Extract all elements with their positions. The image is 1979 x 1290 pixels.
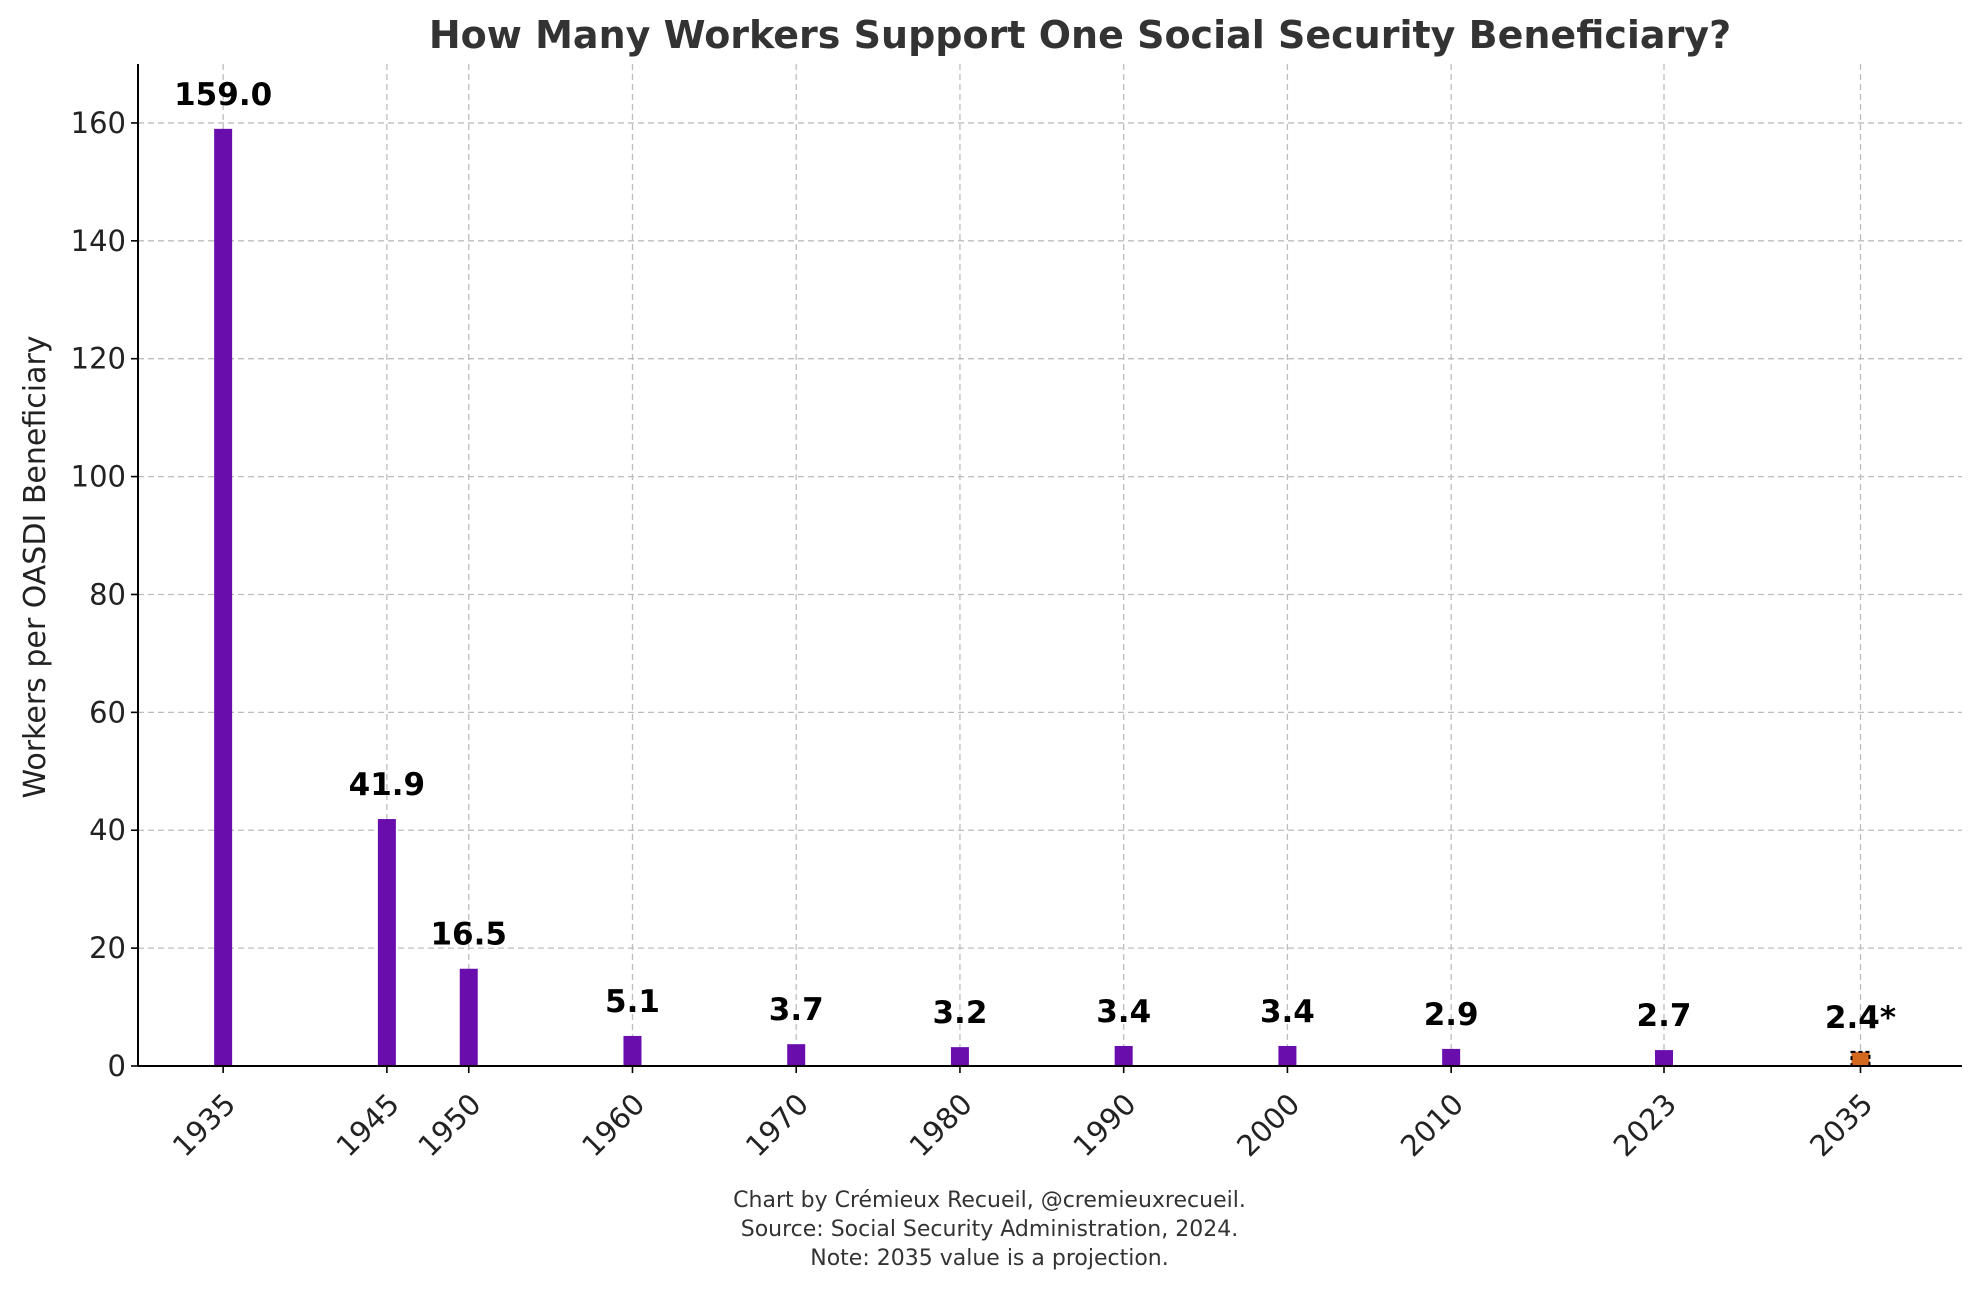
data-label-1960: 5.1 — [605, 984, 660, 1020]
y-tick-label: 20 — [89, 931, 126, 965]
x-tick-label: 2010 — [1394, 1087, 1470, 1163]
x-tick-label: 2000 — [1230, 1087, 1306, 1163]
x-tick-label: 1950 — [411, 1087, 487, 1163]
bar-2035 — [1850, 1050, 1871, 1068]
x-tick-label: 1970 — [739, 1087, 815, 1163]
caption-source: Source: Social Security Administration, … — [740, 1217, 1239, 1242]
y-axis-label: Workers per OASDI Beneficiary — [18, 335, 53, 798]
x-tick-label: 2023 — [1607, 1087, 1683, 1163]
bar-1935 — [214, 128, 233, 1066]
x-tick-label: 1980 — [903, 1087, 979, 1163]
x-tick-label: 1960 — [575, 1087, 651, 1163]
bar-1960 — [623, 1035, 642, 1066]
x-tick-label: 1935 — [166, 1087, 242, 1163]
bar-1945 — [377, 819, 396, 1066]
y-tick-label: 0 — [108, 1049, 126, 1083]
bar-2023 — [1655, 1050, 1674, 1066]
chart-title: How Many Workers Support One Social Secu… — [429, 13, 1731, 57]
data-label-2000: 3.4 — [1260, 994, 1315, 1030]
x-tick-label: 1990 — [1066, 1087, 1142, 1163]
data-label-2035: 2.4* — [1825, 1000, 1896, 1036]
bar-2000 — [1278, 1045, 1297, 1066]
data-label-1970: 3.7 — [769, 992, 824, 1028]
x-tick-label: 2035 — [1803, 1087, 1879, 1163]
caption-credit: Chart by Crémieux Recueil, @cremieuxrecu… — [733, 1188, 1246, 1213]
y-tick-label: 80 — [89, 577, 126, 611]
caption: Chart by Crémieux Recueil, @cremieuxrecu… — [0, 1186, 1979, 1273]
grid — [138, 64, 1962, 1067]
bar-2010 — [1442, 1048, 1461, 1066]
caption-note: Note: 2035 value is a projection. — [810, 1246, 1169, 1271]
y-tick-label: 100 — [71, 460, 126, 494]
x-tick-label: 1945 — [330, 1087, 406, 1163]
x-tick-labels: 1935 1945 1950 1960 1970 1980 1990 2000 2010 2023… — [166, 1087, 1880, 1163]
bars — [214, 128, 1871, 1068]
data-label-1950: 16.5 — [430, 917, 507, 953]
axes — [131, 64, 1962, 1073]
data-labels: 159.0 41.9 16.5 5.1 3.7 3.2 3.4 3.4 2.9 2.7 2.4* — [174, 77, 1896, 1036]
data-label-2010: 2.9 — [1424, 997, 1479, 1033]
y-tick-labels: 0 20 40 60 80 100 120 140 160 — [71, 106, 126, 1083]
data-label-1990: 3.4 — [1096, 994, 1151, 1030]
y-tick-label: 160 — [71, 106, 126, 140]
bar-1970 — [787, 1044, 806, 1066]
y-tick-label: 60 — [89, 695, 126, 729]
data-label-1945: 41.9 — [349, 767, 426, 803]
data-label-1980: 3.2 — [932, 995, 987, 1031]
y-tick-label: 40 — [89, 813, 126, 847]
data-label-2023: 2.7 — [1637, 998, 1692, 1034]
y-tick-label: 120 — [71, 342, 126, 376]
data-label-1935: 159.0 — [174, 77, 272, 113]
y-tick-label: 140 — [71, 224, 126, 258]
bar-1950 — [459, 968, 478, 1066]
bar-1980 — [950, 1047, 969, 1066]
bar-1990 — [1114, 1045, 1133, 1066]
